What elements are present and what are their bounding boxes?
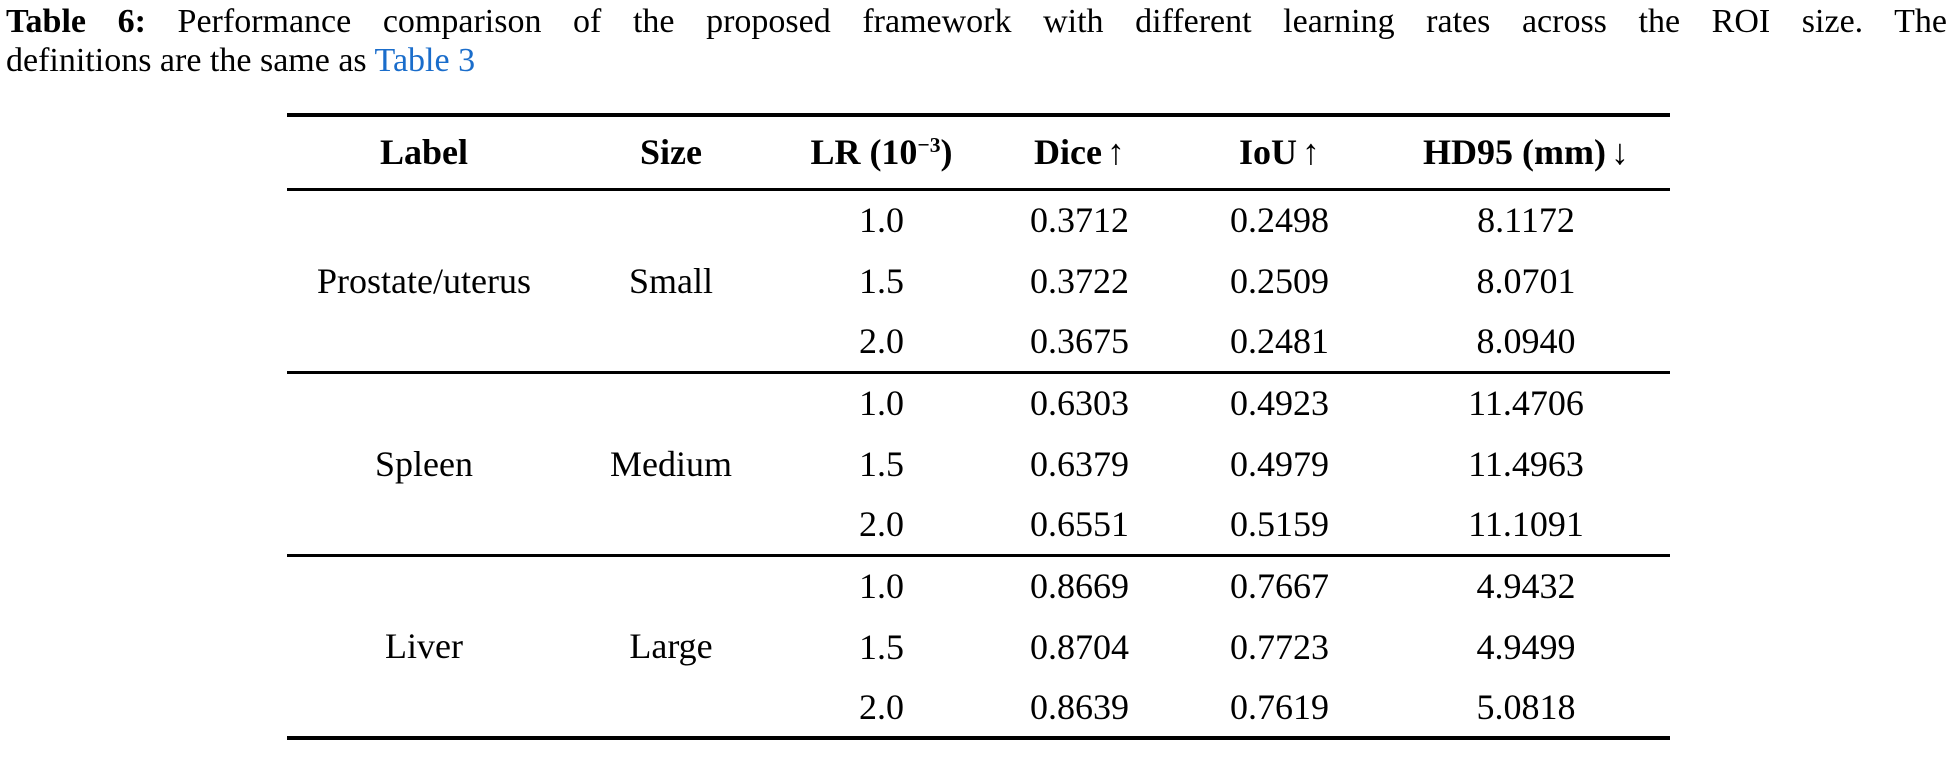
label-cell: Spleen [375,443,473,484]
table-3-link[interactable]: Table 3 [374,42,476,79]
table-row: 1.5 0.3722 0.2509 8.0701 [287,250,1670,311]
size-cell: Large [629,626,713,667]
caption-text-2: definitions are the same as [6,42,375,79]
size-cell: Small [628,260,713,301]
iou-cell: 0.4923 [1230,383,1329,424]
lr-cell: 2.0 [859,503,904,544]
lr-cell: 2.0 [859,320,904,361]
dice-cell: 0.6551 [1030,503,1129,544]
lr-cell: 1.0 [859,200,904,241]
lr-cell: 2.0 [859,686,904,727]
col-header-hd95: HD95 (mm) ↓ [1382,115,1670,189]
lr-cell: 1.0 [859,383,904,424]
lr-header-text: LR (10 [810,132,918,173]
table-row: 1.5 0.6379 0.4979 11.4963 [287,433,1670,494]
dice-cell: 0.8704 [1030,626,1129,667]
results-table: Label Size LR (10−3) Dice ↑ IoU ↑ HD95 (mm… [287,113,1670,740]
table-row: 2.0 0.8639 0.7619 5.0818 [287,677,1670,738]
caption-label: Table 6: [6,3,146,40]
col-header-size: Size [640,132,702,173]
hd95-cell: 4.9432 [1476,566,1576,607]
col-header-label: Label [379,132,468,173]
lr-header-close: ) [940,132,953,173]
lr-exponent: −3 [917,133,941,158]
dice-cell: 0.8669 [1030,566,1129,607]
dice-cell: 0.8639 [1030,686,1129,727]
hd95-header-text: HD95 (mm) [1423,132,1606,173]
dice-cell: 0.6303 [1030,383,1129,424]
label-cell: Prostate/uterus [317,260,531,301]
dice-cell: 0.6379 [1030,443,1129,484]
iou-cell: 0.2509 [1230,260,1329,301]
lr-cell: 1.5 [859,260,904,301]
header-row: Label Size LR (10−3) Dice ↑ IoU ↑ HD95 (mm… [287,115,1670,189]
table-row: Prostate/uterus Small 1.0 0.3712 0.2498 … [287,189,1670,300]
iou-cell: 0.7619 [1230,686,1329,727]
table-row: Spleen Medium 1.0 0.6303 0.4923 11.4706 [287,372,1670,484]
table-row: 2.0 0.6551 0.5159 11.1091 [287,494,1670,555]
col-header-lr: LR (10−3) [781,115,982,189]
down-arrow-icon: ↓ [1610,132,1629,173]
hd95-cell: 8.0940 [1476,320,1576,361]
iou-cell: 0.2481 [1230,320,1329,361]
hd95-cell: 11.1091 [1468,503,1584,544]
table-row: Liver Large 1.0 0.8669 0.7667 4.9432 [287,555,1670,666]
caption-line-2: definitions are the same as Table 3 [6,41,1947,80]
col-header-dice: Dice ↑ [982,115,1177,189]
hd95-cell: 8.1172 [1477,200,1575,241]
hd95-cell: 8.0701 [1476,260,1576,301]
up-arrow-icon: ↑ [1302,132,1321,173]
dice-cell: 0.3675 [1030,320,1129,361]
iou-cell: 0.4979 [1230,443,1329,484]
iou-cell: 0.7723 [1230,626,1329,667]
iou-cell: 0.5159 [1230,503,1329,544]
size-cell: Medium [610,443,732,484]
caption-text: Performance comparison of the proposed f… [177,3,1948,40]
iou-cell: 0.2498 [1230,200,1329,241]
dice-header-text: Dice [1034,132,1102,173]
col-header-iou: IoU ↑ [1177,115,1382,189]
table-caption: Table 6: Performance comparison of the p… [6,2,1947,80]
iou-header-text: IoU [1238,132,1297,173]
hd95-cell: 5.0818 [1476,686,1576,727]
hd95-cell: 11.4706 [1468,383,1584,424]
lr-cell: 1.0 [859,566,904,607]
up-arrow-icon: ↑ [1107,132,1125,173]
lr-cell: 1.5 [859,626,904,667]
caption-line-1: Table 6: Performance comparison of the p… [6,2,1947,41]
iou-cell: 0.7667 [1230,566,1329,607]
table-row: 1.5 0.8704 0.7723 4.9499 [287,616,1670,677]
table-row: 2.0 0.3675 0.2481 8.0940 [287,311,1670,372]
lr-cell: 1.5 [859,443,904,484]
dice-cell: 0.3712 [1030,200,1129,241]
label-cell: Liver [385,626,463,667]
hd95-cell: 11.4963 [1468,443,1584,484]
hd95-cell: 4.9499 [1476,626,1576,667]
dice-cell: 0.3722 [1030,260,1129,301]
